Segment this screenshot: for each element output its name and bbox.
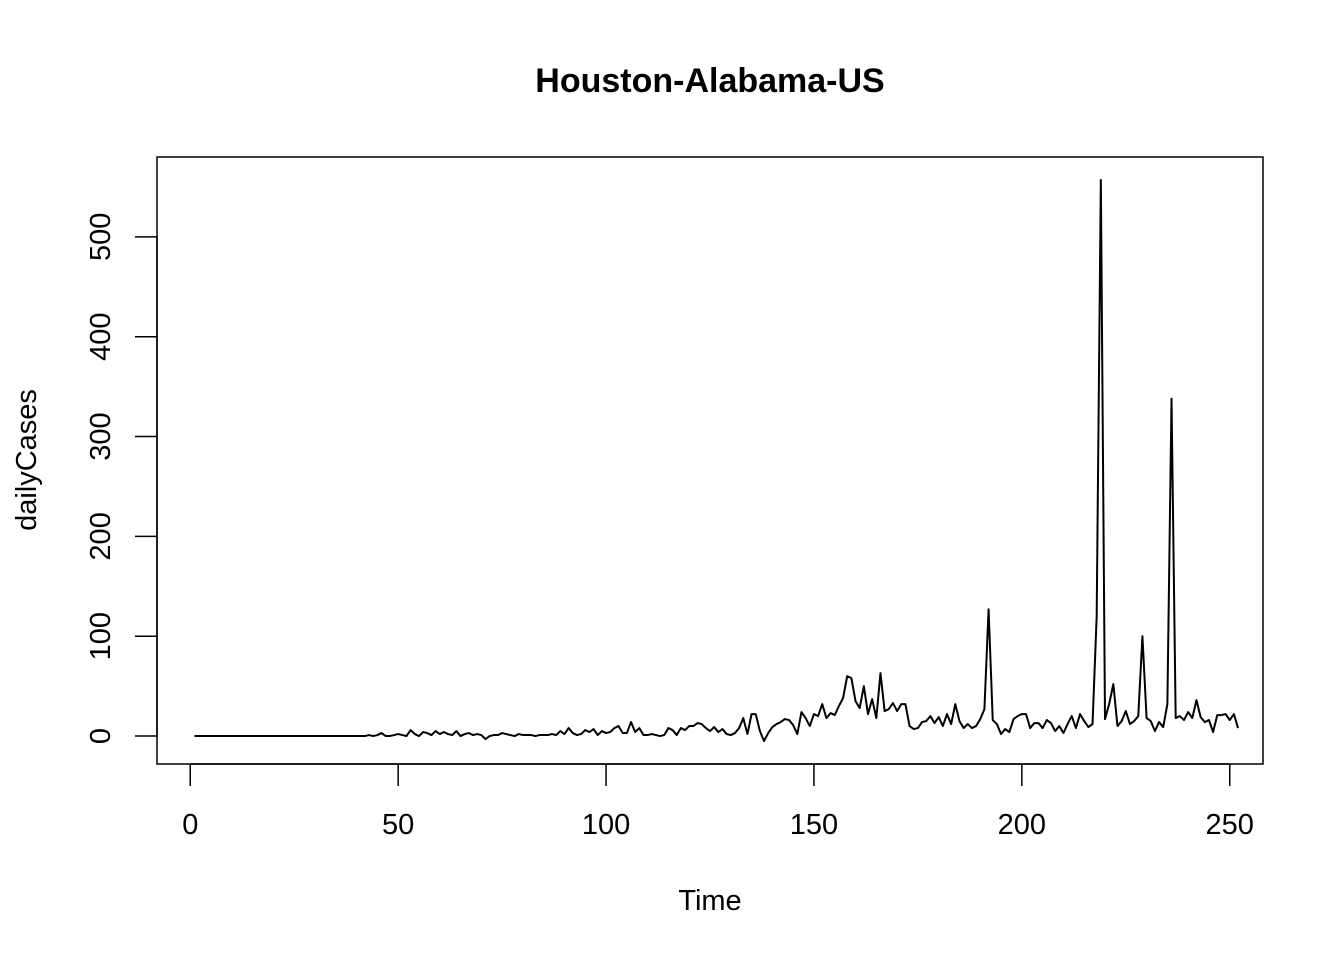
x-tick-label: 250	[1206, 809, 1254, 841]
x-tick-label: 200	[998, 809, 1046, 841]
series-layer	[194, 178, 1240, 743]
y-tick-label: 500	[85, 213, 117, 261]
y-tick-label: 400	[85, 313, 117, 361]
x-tick-label: 150	[790, 809, 838, 841]
x-axis: 0 50 100 150 200 250	[182, 763, 1254, 841]
y-tick-label: 100	[85, 612, 117, 660]
y-axis: 0 100 200 300 400 500	[85, 213, 158, 744]
x-axis-label: Time	[678, 885, 741, 917]
plot-frame	[156, 156, 1264, 765]
series-line-0	[194, 178, 1240, 743]
chart-title: Houston-Alabama-US	[535, 62, 884, 100]
x-tick-label: 100	[582, 809, 630, 841]
y-axis-label: dailyCases	[11, 389, 43, 531]
y-tick-label: 300	[85, 412, 117, 460]
x-tick-label: 0	[182, 809, 198, 841]
y-tick-label: 0	[85, 728, 117, 744]
x-tick-label: 50	[382, 809, 414, 841]
y-tick-label: 200	[85, 512, 117, 560]
